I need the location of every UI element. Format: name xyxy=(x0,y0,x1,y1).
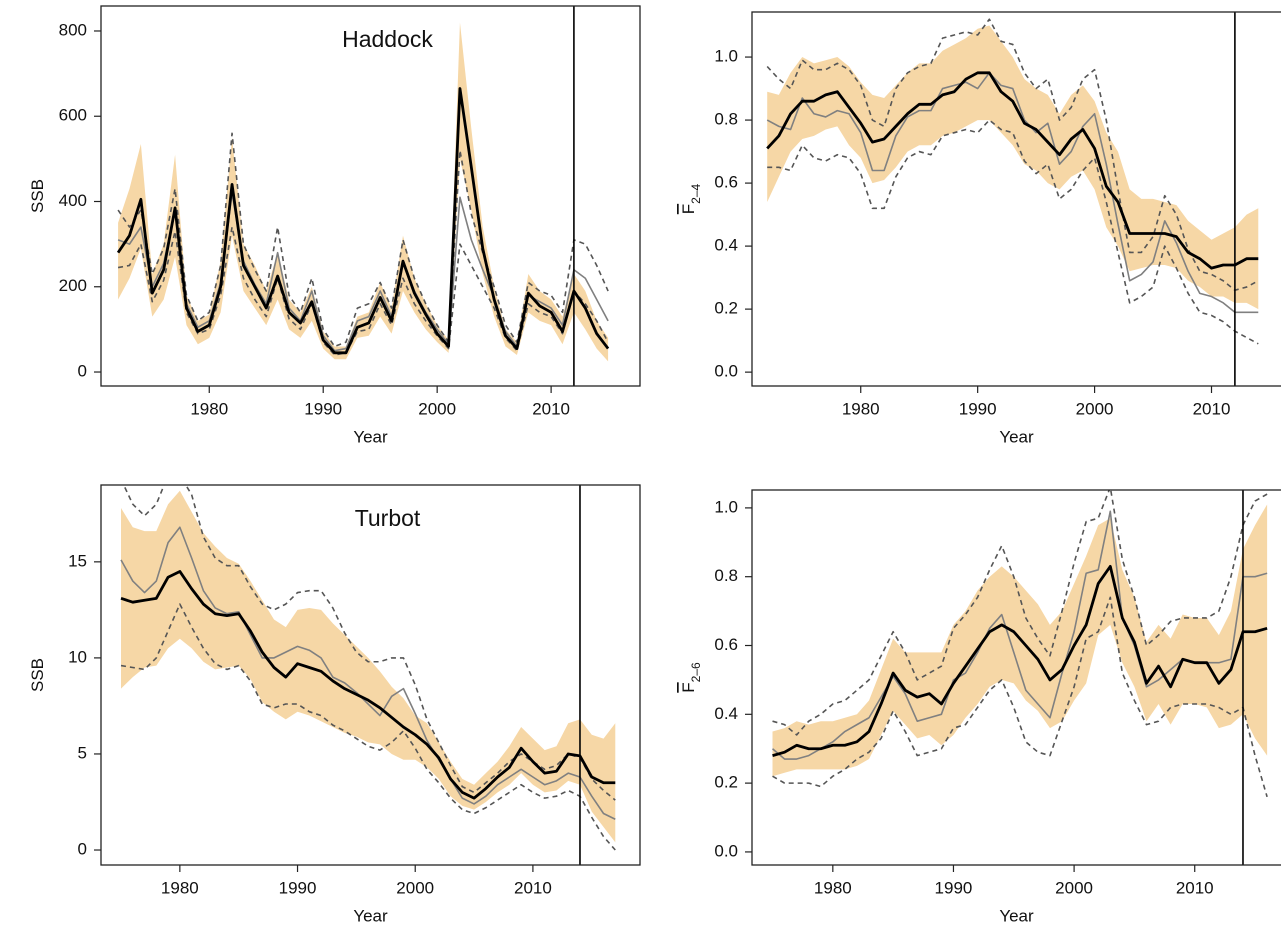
chart-title: Turbot xyxy=(355,505,421,531)
x-tick-label: 2000 xyxy=(1055,878,1093,897)
y-axis-symbol: F xyxy=(679,204,698,214)
dashed-line xyxy=(117,226,609,356)
series-line xyxy=(766,72,1259,314)
plot-area xyxy=(116,6,610,386)
y-axis-title: F2–6 xyxy=(679,662,703,693)
y-tick-label: 0.4 xyxy=(714,236,738,255)
y-axis-subscript: 2–4 xyxy=(689,183,703,203)
x-tick-label: 2000 xyxy=(396,878,434,897)
y-tick-label: 1.0 xyxy=(714,47,738,66)
y-tick-label: 0.6 xyxy=(714,173,738,192)
series-line xyxy=(120,526,616,820)
plot-frame xyxy=(100,5,641,387)
x-tick-label: 1990 xyxy=(304,399,342,418)
y-tick-label: 0.0 xyxy=(714,362,738,381)
estimate-line xyxy=(116,87,610,355)
x-axis-title: Year xyxy=(999,906,1034,925)
y-axis-title: SSB xyxy=(28,179,47,213)
plot-frame xyxy=(751,11,1281,387)
y-tick-label: 600 xyxy=(59,106,87,125)
y-axis-title: F2–4 xyxy=(679,183,703,214)
confidence-band xyxy=(767,25,1259,310)
plot-area xyxy=(766,12,1259,386)
x-tick-label: 2010 xyxy=(1193,399,1231,418)
x-tick-label: 1990 xyxy=(935,878,973,897)
dashed-line xyxy=(766,18,1259,292)
plot-area xyxy=(120,485,616,865)
y-tick-label: 0.4 xyxy=(714,704,738,723)
x-tick-label: 2010 xyxy=(1176,878,1214,897)
y-axis-subscript: 2–6 xyxy=(689,662,703,682)
y-axis-symbol: SSB xyxy=(28,179,47,213)
y-tick-label: 0 xyxy=(78,362,87,381)
panel: 0.0 0.2 0.4 0.6 0.8 1.0 1980 1990 2000 2010 Year F2… xyxy=(679,11,1281,446)
x-tick-label: 2010 xyxy=(514,878,552,897)
x-tick-label: 1980 xyxy=(190,399,228,418)
estimate-line xyxy=(120,570,616,800)
y-axis-symbol: SSB xyxy=(28,658,47,692)
estimate-line xyxy=(772,564,1268,757)
plot-area xyxy=(771,490,1268,865)
y-tick-label: 0.8 xyxy=(714,566,738,585)
y-tick-label: 0.0 xyxy=(714,841,738,860)
x-tick-label: 1990 xyxy=(959,399,997,418)
confidence-band xyxy=(121,490,616,843)
x-axis-title: Year xyxy=(353,906,388,925)
y-tick-label: 15 xyxy=(68,551,87,570)
dashed-line xyxy=(772,490,1268,736)
chart-title: Haddock xyxy=(342,26,433,52)
panel: 0 5 10 15 1980 1990 2000 2010 Year SSB Turbot xyxy=(28,484,641,925)
x-axis-title: Year xyxy=(353,427,388,446)
dashed-line xyxy=(767,119,1259,345)
x-tick-label: 2010 xyxy=(532,399,570,418)
x-axis-title: Year xyxy=(999,427,1034,446)
y-tick-label: 400 xyxy=(59,191,87,210)
y-tick-label: 800 xyxy=(59,20,87,39)
x-tick-label: 2000 xyxy=(1076,399,1114,418)
y-tick-label: 0 xyxy=(78,839,87,858)
y-axis-title: SSB xyxy=(28,658,47,692)
estimate-line xyxy=(766,71,1259,270)
y-tick-label: 0.2 xyxy=(714,299,738,318)
plot-frame xyxy=(751,489,1281,866)
y-tick-label: 1.0 xyxy=(714,497,738,516)
panel: 0.0 0.2 0.4 0.6 0.8 1.0 1980 1990 2000 2010 Year F2… xyxy=(679,489,1281,925)
y-tick-label: 0.2 xyxy=(714,773,738,792)
y-tick-label: 0.6 xyxy=(714,635,738,654)
x-tick-label: 1990 xyxy=(279,878,317,897)
dashed-line xyxy=(122,485,616,801)
panel: 0 200 400 600 800 1980 1990 2000 2010 Year SSB Hadd… xyxy=(28,5,641,446)
y-tick-label: 200 xyxy=(59,276,87,295)
y-tick-label: 0.8 xyxy=(714,110,738,129)
x-tick-label: 1980 xyxy=(814,878,852,897)
confidence-band xyxy=(118,22,609,362)
dashed-line xyxy=(772,596,1268,798)
x-tick-label: 1980 xyxy=(161,878,199,897)
plot-frame xyxy=(100,484,641,866)
y-tick-label: 5 xyxy=(78,743,87,762)
y-axis-symbol: F xyxy=(679,682,698,692)
x-tick-label: 2000 xyxy=(418,399,456,418)
y-tick-label: 10 xyxy=(68,647,87,666)
x-tick-label: 1980 xyxy=(842,399,880,418)
